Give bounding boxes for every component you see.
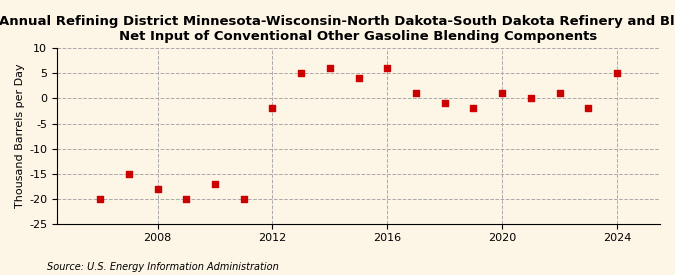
Point <box>353 76 364 81</box>
Point <box>181 197 192 201</box>
Point <box>439 101 450 106</box>
Point <box>612 71 622 76</box>
Point <box>325 66 335 71</box>
Point <box>296 71 306 76</box>
Point <box>554 91 565 96</box>
Point <box>525 96 536 101</box>
Point <box>124 171 134 176</box>
Text: Source: U.S. Energy Information Administration: Source: U.S. Energy Information Administ… <box>47 262 279 272</box>
Point <box>468 106 479 111</box>
Point <box>497 91 508 96</box>
Point <box>152 186 163 191</box>
Point <box>238 197 249 201</box>
Point <box>382 66 393 71</box>
Title: Annual Refining District Minnesota-Wisconsin-North Dakota-South Dakota Refinery : Annual Refining District Minnesota-Wisco… <box>0 15 675 43</box>
Point <box>583 106 593 111</box>
Point <box>410 91 421 96</box>
Y-axis label: Thousand Barrels per Day: Thousand Barrels per Day <box>15 64 25 208</box>
Point <box>267 106 278 111</box>
Point <box>95 197 105 201</box>
Point <box>209 182 220 186</box>
